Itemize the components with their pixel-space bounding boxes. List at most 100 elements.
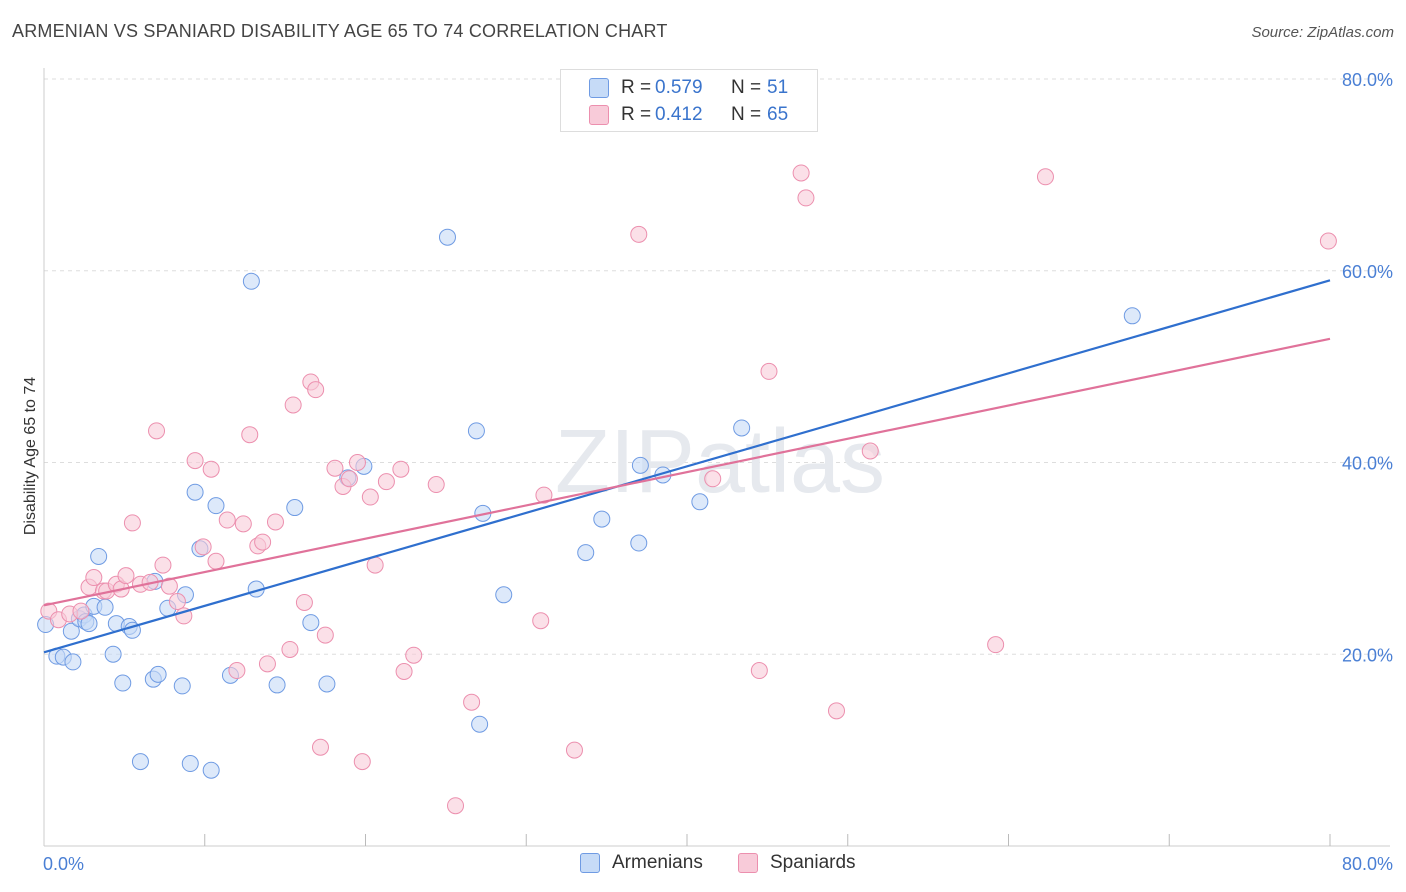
- spaniards-point: [427, 476, 445, 494]
- spaniards-point: [234, 515, 252, 533]
- armenians-swatch: [589, 78, 609, 98]
- watermark: ZIPatlas: [555, 412, 885, 512]
- armenians-point: [202, 761, 220, 779]
- spaniards-point: [797, 189, 815, 207]
- spaniards-point: [630, 225, 648, 243]
- spaniards-point: [392, 460, 410, 478]
- spaniards-point: [85, 569, 103, 587]
- armenians-point: [207, 497, 225, 515]
- spaniards-point: [366, 556, 384, 574]
- spaniards-swatch: [589, 105, 609, 125]
- y-tick-label: 20.0%: [1342, 645, 1393, 665]
- y-tick-label: 40.0%: [1342, 454, 1393, 474]
- armenians-point: [104, 645, 122, 663]
- spaniards-point: [326, 459, 344, 477]
- armenians-point: [1123, 307, 1141, 325]
- spaniards-point: [463, 693, 481, 711]
- spaniards-point: [254, 533, 272, 551]
- armenians-point: [90, 547, 108, 565]
- armenians-point: [691, 493, 709, 511]
- spaniards-point: [447, 797, 465, 815]
- spaniards-point: [1319, 232, 1337, 250]
- spaniards-point: [258, 655, 276, 673]
- spaniards-point: [160, 577, 178, 595]
- armenians-point: [631, 456, 649, 474]
- spaniards-point: [760, 362, 778, 380]
- n-value: 51: [767, 77, 789, 98]
- spaniards-point: [1036, 168, 1054, 186]
- spaniards-point: [535, 486, 553, 504]
- armenians-point: [630, 534, 648, 552]
- armenians-point: [471, 715, 489, 733]
- armenians-point: [64, 653, 82, 671]
- spaniards-point: [340, 470, 358, 488]
- armenians-point: [96, 598, 114, 616]
- spaniards-point: [532, 612, 550, 630]
- spaniards-point: [168, 593, 186, 611]
- trend-lines: [43, 279, 1331, 654]
- armenians-point: [131, 753, 149, 771]
- data-points: [37, 164, 1337, 815]
- armenians-point: [80, 615, 98, 633]
- spaniards-point: [750, 662, 768, 680]
- x-tick-label: 0.0%: [43, 854, 84, 874]
- armenians-point: [286, 499, 304, 517]
- source-note: Source: ZipAtlas.com: [1251, 24, 1394, 41]
- spaniards-point: [348, 454, 366, 471]
- armenians-point: [495, 586, 513, 604]
- spaniards-point: [395, 663, 413, 681]
- spaniards-point: [281, 640, 299, 658]
- armenians-point: [62, 622, 80, 640]
- armenians-point: [577, 544, 595, 562]
- armenians-point: [318, 675, 336, 693]
- spaniards-point: [218, 511, 236, 529]
- spaniards-point: [311, 738, 329, 756]
- spaniards-point: [405, 646, 423, 664]
- n-value: 65: [767, 104, 789, 125]
- spaniards-point: [148, 422, 166, 440]
- armenians-point: [114, 674, 132, 692]
- spaniards-point: [284, 396, 302, 414]
- legend-label: Armenians: [612, 852, 703, 873]
- legend-label: Spaniards: [770, 852, 856, 873]
- spaniards-point: [307, 381, 325, 399]
- armenians-point: [181, 755, 199, 773]
- x-tick-label: 80.0%: [1342, 854, 1393, 874]
- y-tick-label: 60.0%: [1342, 262, 1393, 282]
- armenians-point: [438, 228, 456, 246]
- spaniards-trend-line: [43, 337, 1331, 607]
- spaniards-point: [241, 426, 259, 444]
- spaniards-point: [228, 662, 246, 680]
- spaniards-point: [186, 452, 204, 470]
- spaniards-point: [207, 552, 225, 570]
- armenians-swatch: [580, 853, 600, 873]
- armenians-point: [593, 510, 611, 528]
- armenians-point: [268, 676, 286, 694]
- spaniards-point: [827, 702, 845, 720]
- x-ticks: [204, 834, 1331, 846]
- chart-title: ARMENIAN VS SPANIARD DISABILITY AGE 65 T…: [12, 21, 668, 41]
- spaniards-point: [202, 460, 220, 478]
- spaniards-swatch: [738, 853, 758, 873]
- n-label: N =: [731, 77, 762, 98]
- spaniards-point: [266, 513, 284, 531]
- r-value: 0.412: [655, 104, 703, 125]
- armenians-point: [186, 483, 204, 501]
- spaniards-point: [377, 473, 395, 491]
- spaniards-point: [316, 626, 334, 644]
- spaniards-point: [361, 488, 379, 506]
- armenians-point: [242, 272, 260, 290]
- spaniards-point: [987, 636, 1005, 654]
- y-tick-label: 80.0%: [1342, 70, 1393, 90]
- spaniards-point: [117, 567, 135, 585]
- spaniards-point: [295, 593, 313, 611]
- armenians-point: [302, 614, 320, 632]
- spaniards-point: [565, 741, 583, 759]
- tick-labels: 20.0% 40.0% 60.0% 80.0% 0.0% 80.0%: [43, 70, 1393, 874]
- armenians-trend-line: [43, 279, 1331, 654]
- spaniards-point: [861, 442, 879, 460]
- armenians-point: [173, 677, 191, 695]
- armenians-point: [467, 422, 485, 440]
- spaniards-point: [194, 538, 212, 556]
